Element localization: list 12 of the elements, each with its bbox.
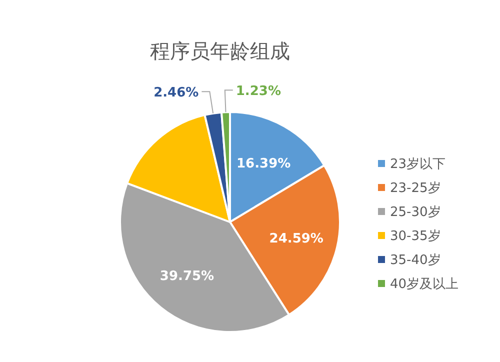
data-label: 2.46%	[154, 86, 199, 101]
data-label: 16.39%	[236, 156, 291, 172]
chart-title: 程序员年龄组成	[150, 39, 290, 63]
data-label: 1.23%	[236, 84, 282, 100]
legend-label: 23岁以下	[390, 157, 446, 172]
legend-label: 25-30岁	[390, 205, 441, 220]
legend-label: 23-25岁	[390, 181, 441, 196]
data-label: 24.59%	[269, 232, 324, 247]
legend-label: 30-35岁	[390, 229, 441, 244]
legend-label: 35-40岁	[390, 253, 441, 268]
data-label: 39.75%	[160, 268, 214, 284]
legend-label: 40岁及以上	[390, 277, 459, 292]
